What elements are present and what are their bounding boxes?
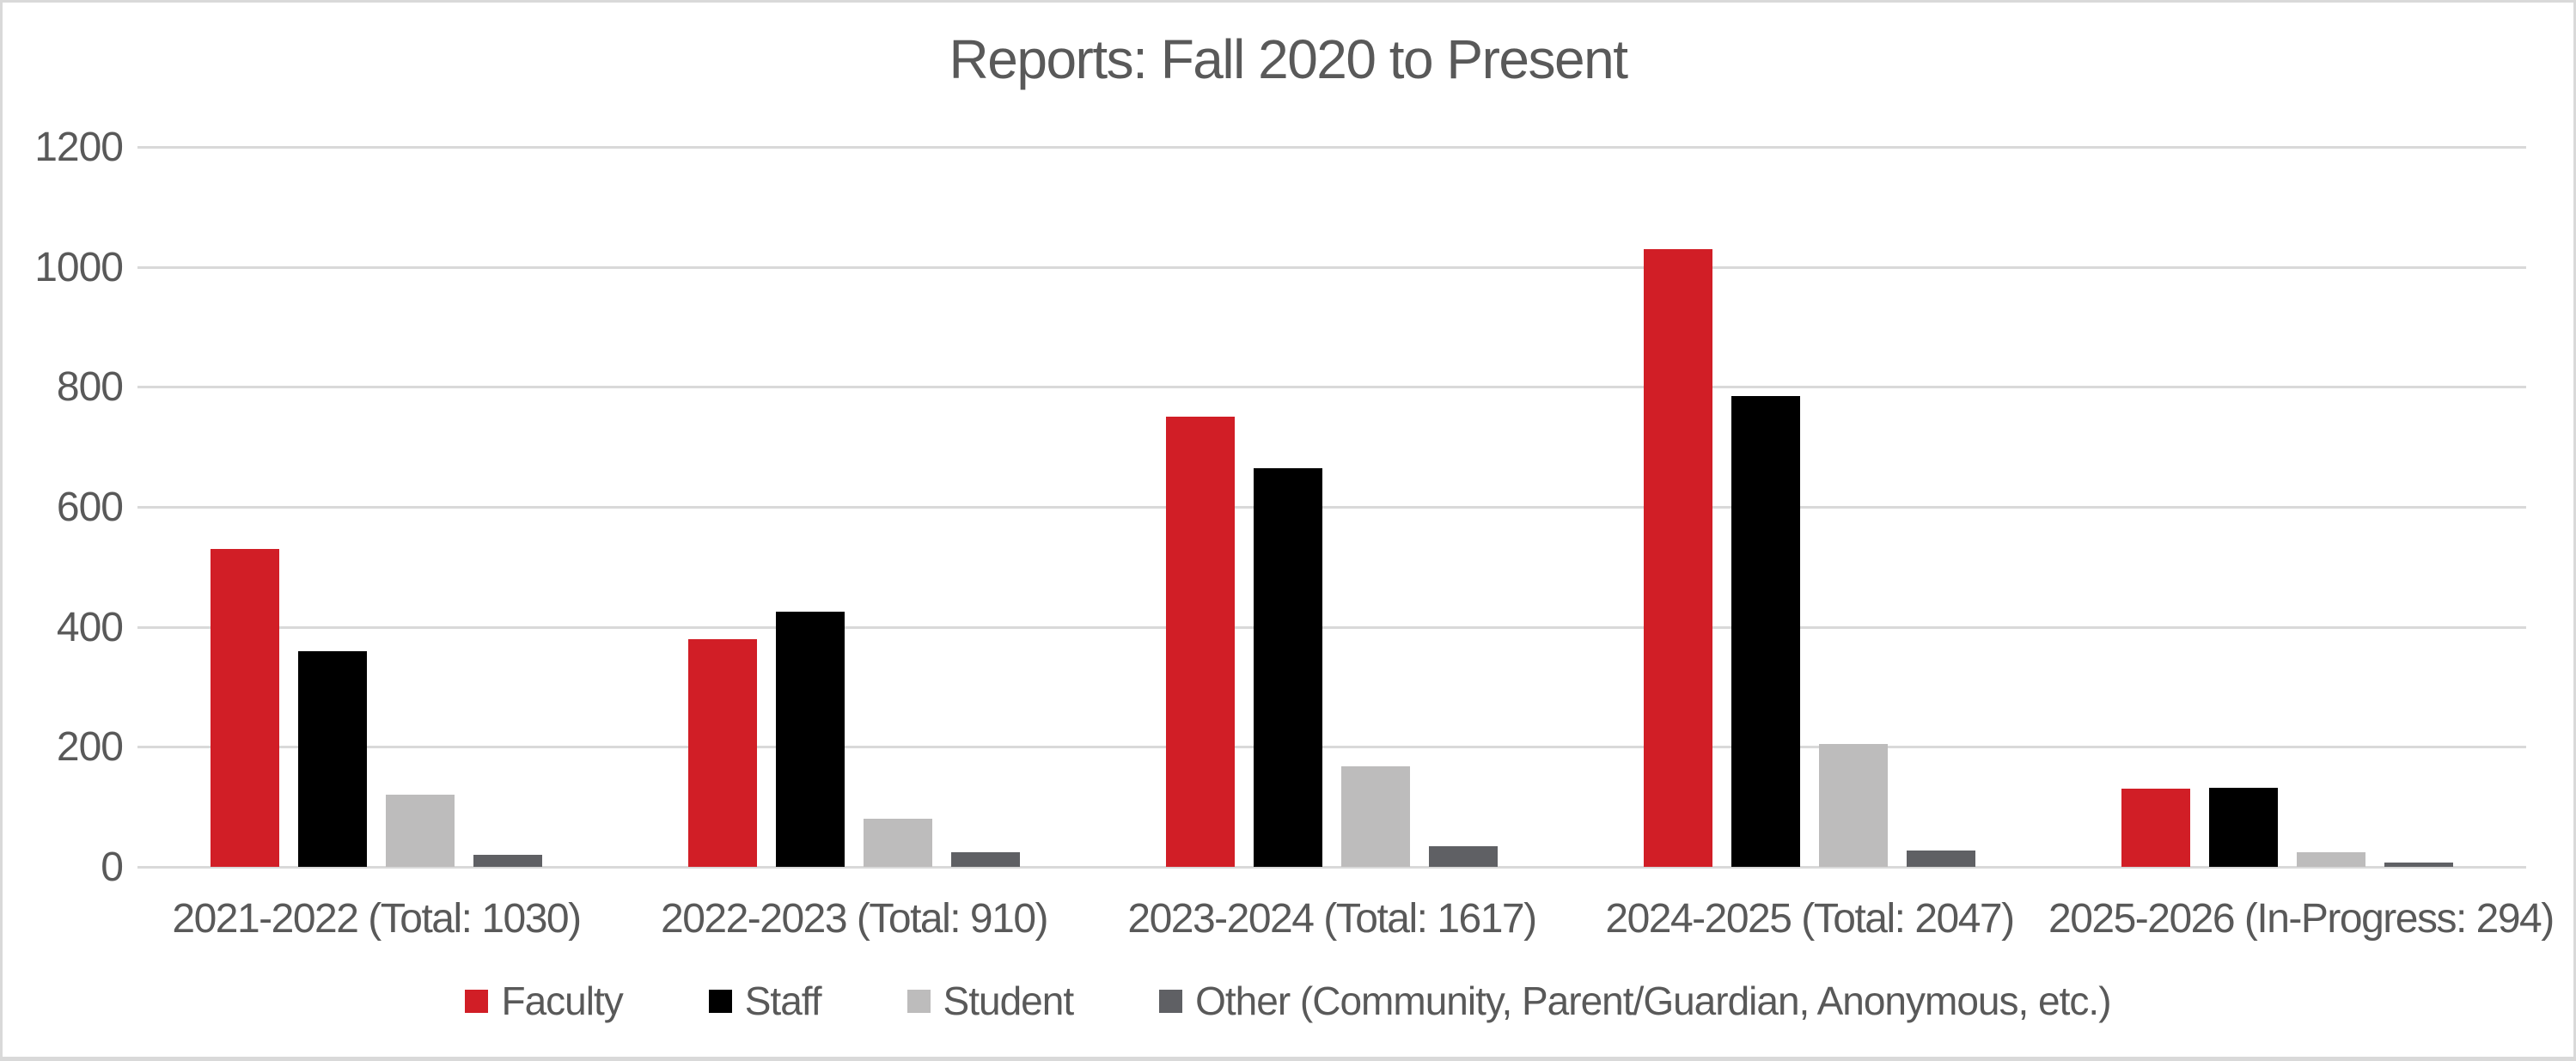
y-tick-label-200: 200 bbox=[56, 724, 124, 771]
x-category-label-5: 2025-2026 (In-Progress: 294) bbox=[2048, 896, 2555, 942]
legend-item-student: Student bbox=[906, 978, 1075, 1024]
bar-student-group1 bbox=[386, 795, 455, 867]
bar-other-group4 bbox=[1907, 851, 1975, 867]
bar-student-group5 bbox=[2297, 851, 2365, 867]
x-category-label-3: 2023-2024 (Total: 1617) bbox=[1127, 896, 1537, 942]
bar-faculty-group3 bbox=[1166, 417, 1235, 867]
legend-swatch-faculty-icon bbox=[465, 989, 489, 1013]
gridline-200 bbox=[137, 746, 2526, 749]
bar-staff-group2 bbox=[776, 612, 845, 867]
bar-student-group4 bbox=[1819, 743, 1888, 867]
bar-other-group2 bbox=[951, 851, 1020, 867]
gridline-400 bbox=[137, 625, 2526, 629]
bar-student-group3 bbox=[1341, 766, 1410, 867]
y-tick-label-400: 400 bbox=[56, 604, 124, 650]
legend-swatch-staff-icon bbox=[708, 989, 732, 1013]
legend-label-other: Other (Community, Parent/Guardian, Anony… bbox=[1195, 979, 2111, 1023]
legend: Faculty Staff Student Other (Community, Par… bbox=[0, 978, 2576, 1024]
x-category-label-4: 2024-2025 (Total: 2047) bbox=[1605, 896, 2015, 942]
y-tick-label-600: 600 bbox=[56, 485, 124, 530]
bar-faculty-group5 bbox=[2121, 789, 2190, 867]
gridline-800 bbox=[137, 386, 2526, 389]
bar-faculty-group2 bbox=[688, 638, 757, 867]
legend-label-faculty: Faculty bbox=[501, 979, 623, 1023]
legend-item-staff: Staff bbox=[708, 978, 822, 1024]
y-tick-label-800: 800 bbox=[56, 364, 124, 411]
y-tick-label-1000: 1000 bbox=[34, 244, 124, 290]
y-tick-label-0: 0 bbox=[101, 845, 124, 890]
gridline-0 bbox=[137, 866, 2526, 869]
bar-student-group2 bbox=[864, 819, 932, 867]
bar-staff-group5 bbox=[2209, 787, 2278, 867]
legend-swatch-other-icon bbox=[1159, 989, 1183, 1013]
legend-label-staff: Staff bbox=[744, 979, 822, 1023]
legend-item-faculty: Faculty bbox=[465, 978, 624, 1024]
gridline-1000 bbox=[137, 265, 2526, 269]
legend-label-student: Student bbox=[943, 979, 1075, 1023]
x-category-label-2: 2022-2023 (Total: 910) bbox=[661, 896, 1049, 942]
gridline-600 bbox=[137, 506, 2526, 509]
chart-title: Reports: Fall 2020 to Present bbox=[949, 28, 1628, 90]
y-tick-label-1200: 1200 bbox=[34, 125, 124, 170]
bar-faculty-group4 bbox=[1644, 248, 1712, 867]
bar-staff-group4 bbox=[1731, 395, 1800, 867]
bar-staff-group1 bbox=[298, 650, 367, 867]
bar-other-group1 bbox=[473, 855, 542, 867]
bar-other-group5 bbox=[2384, 863, 2453, 867]
bar-faculty-group1 bbox=[211, 548, 279, 867]
legend-item-other: Other (Community, Parent/Guardian, Anony… bbox=[1159, 978, 2112, 1024]
x-category-label-1: 2021-2022 (Total: 1030) bbox=[172, 896, 582, 942]
bar-other-group3 bbox=[1429, 845, 1498, 867]
legend-swatch-student-icon bbox=[906, 989, 931, 1013]
bar-staff-group3 bbox=[1254, 467, 1322, 867]
gridline-1200 bbox=[137, 146, 2526, 149]
